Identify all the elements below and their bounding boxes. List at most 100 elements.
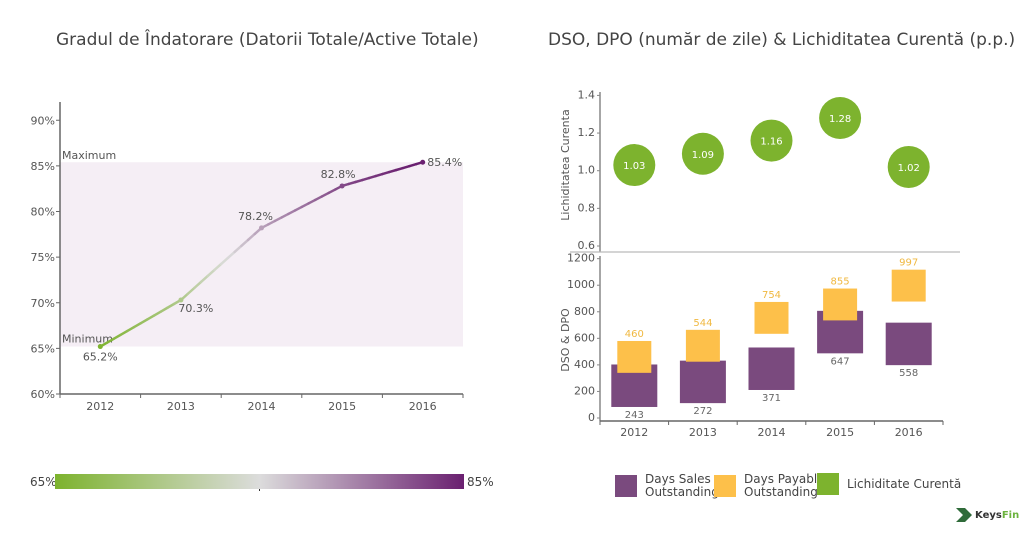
line-segment (166, 302, 176, 310)
x-tick-label: 2015 (328, 400, 356, 413)
dso-label: 272 (693, 406, 712, 417)
top-y-tick-label: 1.2 (578, 126, 596, 139)
color-scale-min-label: 65% (30, 475, 57, 489)
bottom-y-tick-label: 1200 (567, 252, 595, 265)
liquidity-label: 1.16 (760, 137, 782, 148)
x-tick-label: 2014 (758, 426, 786, 439)
top-y-tick-label: 1.0 (578, 164, 596, 177)
x-tick-label: 2016 (895, 426, 923, 439)
line-segment (313, 195, 324, 202)
dpo-box (754, 301, 789, 334)
y-tick-label: 80% (31, 206, 55, 219)
data-label: 70.3% (178, 302, 213, 315)
line-segment (307, 198, 317, 205)
dpo-box (891, 269, 926, 302)
bottom-y-axis-title: DSO & DPO (559, 308, 572, 372)
color-scale-marker (259, 489, 260, 491)
dpo-swatch (714, 475, 736, 497)
line-segment (273, 216, 283, 223)
band-max-label: Maximum (62, 149, 116, 162)
dso-label: 558 (899, 368, 918, 379)
bottom-y-tick-label: 600 (574, 331, 595, 344)
legend-dso-line1: Days Sales (645, 472, 711, 486)
liquidity-bubble (613, 144, 656, 187)
line-segment (132, 322, 142, 329)
line-segment (105, 337, 115, 344)
legend-dso-line2: Outstanding (645, 485, 719, 499)
top-y-tick-label: 0.8 (578, 201, 596, 214)
top-y-tick-label: 0.6 (578, 239, 596, 252)
min-max-band (60, 162, 463, 347)
line-segment (219, 256, 230, 266)
bottom-y-tick-label: 1000 (567, 278, 595, 291)
y-tick-label: 70% (31, 297, 55, 310)
line-segment (119, 329, 129, 337)
line-segment (186, 286, 196, 296)
line-segment (146, 314, 156, 321)
y-tick-label: 65% (31, 342, 55, 355)
x-tick-label: 2012 (620, 426, 648, 439)
keysfin-logo: Keys Fin (956, 508, 1019, 522)
line-segment (280, 212, 290, 219)
line-segment (193, 280, 203, 290)
dpo-label: 754 (762, 290, 781, 301)
logo-text-keys: Keys (975, 509, 1002, 521)
line-segment (152, 310, 162, 317)
x-tick-label: 2016 (409, 400, 437, 413)
debt-ratio-chart-title: Gradul de Îndatorare (Datorii Totale/Act… (56, 30, 479, 50)
line-segment (233, 244, 243, 254)
dso-dpo-chart-title: DSO, DPO (număr de zile) & Lichiditatea … (548, 30, 1016, 50)
legend-item-liquidity[interactable]: Lichiditate Curentă (817, 473, 961, 495)
data-point (259, 225, 264, 231)
legend-item-dso[interactable]: Days Sales Outstanding (615, 473, 719, 499)
line-segment (199, 274, 210, 284)
data-label: 65.2% (83, 351, 118, 364)
dpo-label: 997 (899, 258, 918, 269)
dso-box (748, 347, 795, 390)
keysfin-chevron-icon (956, 508, 972, 522)
bottom-y-tick-label: 200 (574, 384, 595, 397)
line-segment (293, 205, 304, 212)
line-segment (246, 232, 257, 242)
line-segment (320, 191, 330, 198)
y-tick-label: 90% (31, 114, 55, 127)
liquidity-bubble (819, 97, 862, 139)
line-segment (112, 333, 122, 341)
data-point (178, 297, 184, 303)
data-label: 85.4% (427, 156, 462, 169)
x-tick-label: 2015 (826, 426, 854, 439)
y-tick-label: 85% (31, 160, 55, 173)
dpo-label: 544 (693, 318, 712, 329)
dpo-label: 460 (625, 329, 644, 340)
dso-label: 371 (762, 393, 781, 404)
bottom-y-tick-label: 0 (588, 411, 595, 424)
line-segment (226, 250, 236, 260)
color-scale-max-label: 85% (467, 475, 494, 489)
dpo-box (823, 288, 858, 321)
liquidity-bubble (750, 119, 793, 162)
line-segment (139, 318, 149, 325)
liquidity-label: 1.03 (623, 161, 645, 172)
data-point (339, 183, 345, 189)
liquidity-label: 1.02 (898, 163, 920, 174)
bottom-y-tick-label: 400 (574, 358, 595, 371)
bottom-y-tick-label: 800 (574, 305, 595, 318)
line-segment (327, 188, 337, 195)
line-segment (300, 202, 310, 209)
y-tick-label: 60% (31, 388, 55, 401)
liquidity-label: 1.28 (829, 114, 851, 125)
dpo-label: 855 (831, 277, 850, 288)
line-segment (159, 306, 169, 313)
legend-dpo-line2: Outstanding (744, 485, 818, 499)
line-segment (240, 238, 250, 248)
data-point (97, 344, 103, 350)
liquidity-bubble (681, 132, 724, 175)
legend-item-dpo[interactable]: Days Payable Outstanding (714, 473, 825, 499)
dso-box (817, 310, 864, 354)
dso-box (679, 360, 726, 404)
dso-box (611, 364, 658, 407)
x-tick-label: 2013 (167, 400, 195, 413)
x-tick-label: 2012 (86, 400, 114, 413)
liquidity-label: 1.09 (692, 150, 714, 161)
line-segment (125, 325, 136, 333)
